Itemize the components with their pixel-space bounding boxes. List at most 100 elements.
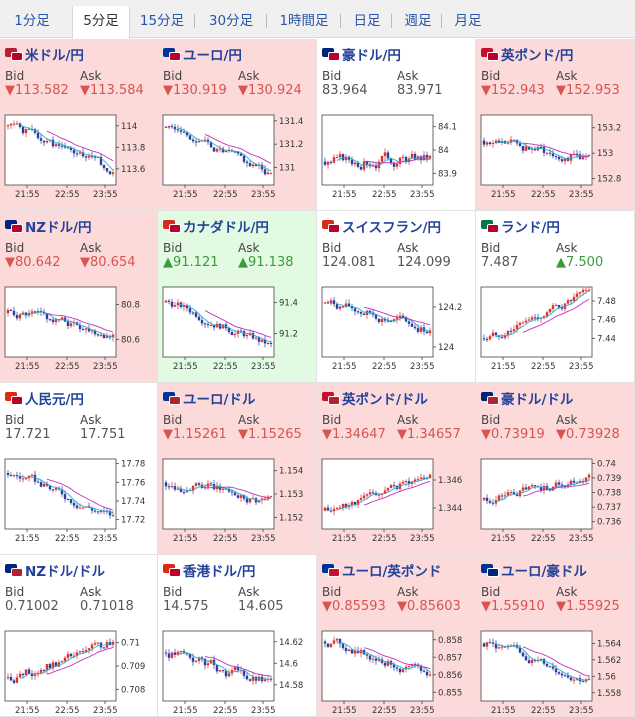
currency-cell[interactable]: ユーロ/英ポンド Bid Ask ▼0.85593 ▼0.85603 0.858 0.857… [317, 555, 476, 717]
pair-title-link[interactable]: 人民元/円 [5, 389, 84, 408]
candle-body [164, 482, 168, 487]
pair-title-link[interactable]: ランド/円 [481, 217, 560, 236]
bid-label: Bid [163, 585, 183, 599]
pair-name: 英ポンド/ドル [342, 392, 428, 408]
candle-body [398, 668, 402, 673]
pair-title-link[interactable]: NZドル/円 [5, 217, 92, 236]
ask-value: ▼152.953 [556, 83, 620, 98]
currency-cell[interactable]: カナダドル/円 Bid Ask ▲91.121 ▲91.138 91.4 91.2 21:55… [158, 211, 317, 383]
candle-body [419, 327, 423, 332]
candle-body [587, 289, 591, 291]
candle-body [30, 474, 34, 476]
candle-body [197, 316, 201, 321]
candle-body [102, 647, 106, 649]
moving-average-slow [522, 482, 590, 497]
candle-body [15, 315, 19, 319]
currency-cell[interactable]: ユーロ/豪ドル Bid Ask ▼1.55910 ▼1.55925 1.564 1.562 1… [476, 555, 635, 717]
candle-body [245, 675, 249, 680]
bid-label: Bid [5, 585, 25, 599]
pair-title-link[interactable]: 英ポンド/円 [481, 45, 573, 64]
candle-body [494, 500, 498, 504]
tab-2[interactable]: 5分足 [72, 6, 130, 39]
tab-3[interactable]: 15分足 [139, 13, 185, 29]
tab-8[interactable]: 月足 [454, 13, 482, 29]
currency-cell[interactable]: スイスフラン/円 Bid Ask 124.081 124.099 124.2 124 21:5… [317, 211, 476, 383]
currency-cell[interactable]: 豪ドル/ドル Bid Ask ▼0.73919 ▼0.73928 0.74 0.739 0.7… [476, 383, 635, 555]
chart-plot-area [480, 630, 593, 702]
pair-title-link[interactable]: カナダドル/円 [163, 217, 269, 236]
currency-cell[interactable]: 豪ドル/円 Bid Ask 83.964 83.971 84.1 84 83.9 21:55 22… [317, 39, 476, 211]
moving-average-slow [363, 306, 431, 326]
candle-body [350, 159, 354, 165]
currency-cell[interactable]: 米ドル/円 Bid Ask ▼113.582 ▼113.584 114 113.8 113.6… [0, 39, 158, 211]
candle-body [221, 148, 225, 153]
bid-value: 83.964 [322, 83, 368, 98]
ask-label: Ask [556, 413, 578, 427]
ask-label: Ask [556, 69, 578, 83]
tab-7[interactable]: 週足 [404, 13, 432, 29]
bid-value: ▲91.121 [163, 255, 219, 270]
candle-body [323, 302, 327, 304]
y-tick-label: 0.737 [597, 503, 621, 513]
pair-title-link[interactable]: ユーロ/豪ドル [481, 561, 587, 580]
currency-cell[interactable]: 人民元/円 Bid Ask 17.721 17.751 17.78 17.76 17.74 17… [0, 383, 158, 555]
pair-title-link[interactable]: ユーロ/円 [163, 45, 242, 64]
y-tick-label: 0.738 [597, 489, 621, 499]
pair-title-link[interactable]: 米ドル/円 [5, 45, 84, 64]
currency-flag-icon [5, 47, 23, 61]
pair-title-link[interactable]: スイスフラン/円 [322, 217, 441, 236]
pair-name: カナダドル/円 [183, 220, 269, 236]
candle-body [194, 141, 198, 143]
currency-cell[interactable]: 英ポンド/円 Bid Ask ▼152.943 ▼152.953 153.2 153 152.… [476, 39, 635, 211]
pair-title-link[interactable]: 豪ドル/円 [322, 45, 401, 64]
pair-title-link[interactable]: ユーロ/ドル [163, 389, 255, 408]
candle-body [386, 320, 390, 322]
currency-cell[interactable]: 香港ドル/円 Bid Ask 14.575 14.605 14.62 14.6 14.58 21… [158, 555, 317, 717]
y-tick-label: 1.346 [438, 476, 462, 486]
tab-6[interactable]: 日足 [353, 13, 381, 29]
candle-body [545, 663, 549, 667]
tab-4[interactable]: 30分足 [208, 13, 254, 29]
pair-title-link[interactable]: 香港ドル/円 [163, 561, 255, 580]
currency-cell[interactable]: ユーロ/円 Bid Ask ▼130.919 ▼130.924 131.4 131.2 131… [158, 39, 317, 211]
candle-body [389, 158, 393, 164]
tab-1[interactable]: 1分足 [14, 13, 50, 29]
candle-body [503, 495, 507, 497]
x-tick-label: 22:55 [372, 706, 397, 716]
candle-body [548, 152, 552, 154]
currency-cell[interactable]: ランド/円 Bid Ask 7.487 ▲7.500 7.48 7.46 7.44 21:55 2… [476, 211, 635, 383]
candle-body [6, 309, 10, 314]
tab-5[interactable]: 1時間足 [279, 13, 329, 29]
candle-body [9, 123, 13, 126]
candle-body [413, 479, 417, 482]
candle-body [530, 317, 534, 320]
candle-body [401, 315, 405, 318]
currency-cell[interactable]: NZドル/円 Bid Ask ▼80.642 ▼80.654 80.8 80.6 21:55 2… [0, 211, 158, 383]
candle-body [380, 156, 384, 162]
candle-body [75, 153, 79, 155]
candle-body [497, 140, 501, 143]
candle-body [179, 488, 183, 493]
currency-flag-icon [481, 47, 499, 61]
currency-cell[interactable]: ユーロ/ドル Bid Ask ▼1.15261 ▼1.15265 1.154 1.153 1.… [158, 383, 317, 555]
candle-body [569, 480, 573, 485]
pair-title-link[interactable]: 豪ドル/ドル [481, 389, 573, 408]
pair-title-link[interactable]: ユーロ/英ポンド [322, 561, 441, 580]
bid-label: Bid [163, 69, 183, 83]
candle-body [578, 481, 582, 483]
currency-cell[interactable]: 英ポンド/ドル Bid Ask ▼1.34647 ▼1.34657 1.346 1.344 2… [317, 383, 476, 555]
candle-body [518, 322, 522, 325]
y-tick-label: 1.56 [597, 672, 616, 682]
currency-cell[interactable]: NZドル/ドル Bid Ask 0.71002 0.71018 0.71 0.709 0.70… [0, 555, 158, 717]
candle-body [48, 319, 52, 321]
candle-body [266, 172, 270, 175]
candle-body [359, 166, 363, 170]
y-tick-label: 17.78 [121, 460, 145, 470]
x-tick-label: 23:55 [569, 362, 594, 372]
pair-name: ユーロ/円 [183, 48, 242, 64]
candle-body [482, 338, 486, 340]
y-tick-label: 0.856 [438, 671, 462, 681]
bid-value: 14.575 [163, 599, 209, 614]
pair-title-link[interactable]: NZドル/ドル [5, 561, 105, 580]
pair-title-link[interactable]: 英ポンド/ドル [322, 389, 428, 408]
